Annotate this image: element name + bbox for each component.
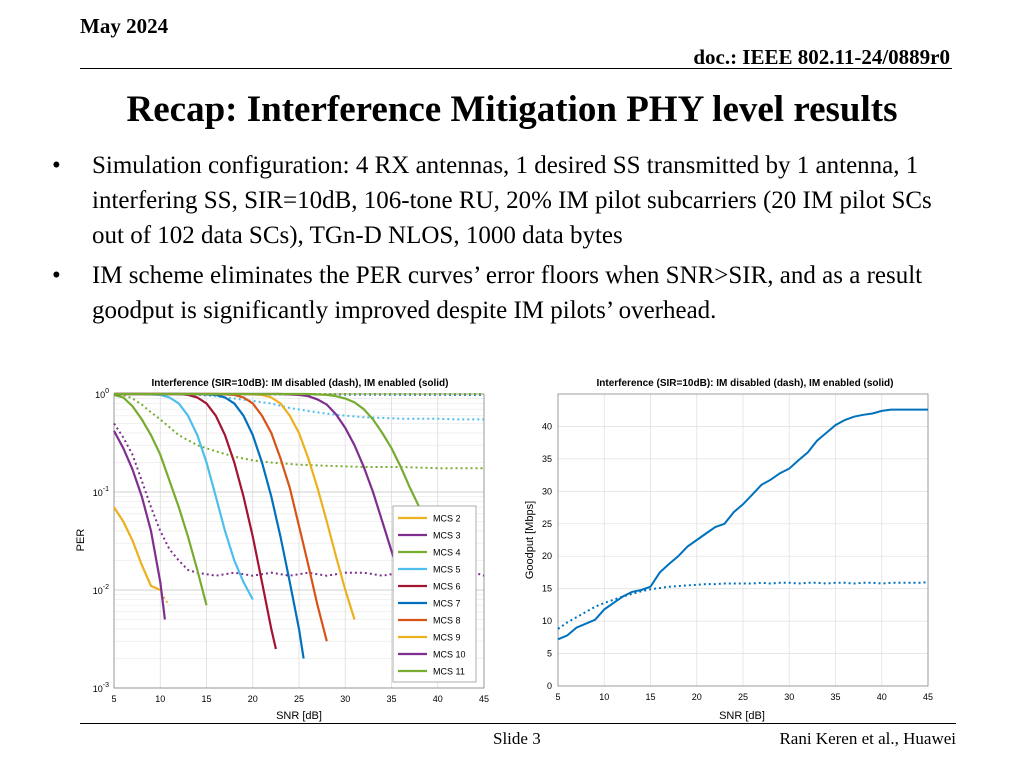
- bullet-dot-icon: •: [52, 152, 61, 179]
- legend-label: MCS 10: [433, 650, 466, 660]
- y-tick-exponent: -2: [103, 584, 109, 591]
- doc-label: doc.: IEEE 802.11-24/0889r0: [693, 45, 950, 69]
- x-tick-label: 10: [155, 694, 165, 704]
- y-tick-exponent: -1: [103, 486, 109, 493]
- series-line-dash: [113, 422, 485, 577]
- legend-label: MCS 5: [433, 565, 461, 575]
- x-tick-label: 45: [923, 692, 933, 702]
- legend-label: MCS 2: [433, 514, 461, 524]
- bullet-dot-icon: •: [52, 262, 61, 289]
- per-plot-area: 5 10 15 20 25 30 35 40 45 100 10-1 10-2 10-3 MCS 2 MCS…: [93, 388, 489, 704]
- y-tick-exponent: 0: [105, 388, 109, 395]
- x-axis-label: SNR [dB]: [719, 710, 765, 722]
- plot-frame: [557, 393, 929, 687]
- y-axis-label: Goodput [Mbps]: [524, 501, 536, 579]
- bullet-item: • IM scheme eliminates the PER curves’ er…: [52, 258, 952, 328]
- x-tick-label: 20: [692, 692, 702, 702]
- y-tick-label: 15: [542, 584, 552, 594]
- y-tick-label: 20: [542, 551, 552, 561]
- x-tick-label: 30: [784, 692, 794, 702]
- x-tick-label: 15: [645, 692, 655, 702]
- legend-label: MCS 3: [433, 531, 461, 541]
- x-tick-label: 25: [294, 694, 304, 704]
- y-tick-label: 100: [95, 388, 109, 400]
- x-tick-label: 35: [830, 692, 840, 702]
- slide-number: Slide 3: [493, 729, 541, 748]
- x-tick-label: 5: [555, 692, 560, 702]
- chart-title: Interference (SIR=10dB): IM disabled (da…: [597, 378, 894, 389]
- series-line-dash: [114, 393, 484, 421]
- x-axis-label: SNR [dB]: [276, 710, 322, 722]
- y-tick-exponent: -3: [103, 682, 109, 689]
- x-tick-label: 20: [248, 694, 258, 704]
- y-tick-label: 40: [542, 421, 552, 431]
- y-tick-label: 35: [542, 454, 552, 464]
- slide-title: Recap: Interference Mitigation PHY level…: [126, 89, 898, 130]
- bullet-text: Simulation configuration: 4 RX antennas,…: [92, 152, 932, 249]
- goodput-chart: Interference (SIR=10dB): IM disabled (da…: [524, 378, 933, 722]
- legend-label: MCS 6: [433, 582, 461, 592]
- legend-label: MCS 11: [433, 667, 465, 677]
- chart-title: Interference (SIR=10dB): IM disabled (da…: [152, 378, 449, 389]
- series-line-solid: [557, 408, 928, 641]
- per-chart: Interference (SIR=10dB): IM disabled (da…: [75, 378, 489, 722]
- legend-label: MCS 7: [433, 599, 461, 609]
- legend-label: MCS 4: [433, 548, 461, 558]
- y-tick-label: 10-2: [93, 584, 109, 596]
- x-tick-label: 5: [111, 694, 116, 704]
- x-tick-label: 40: [877, 692, 887, 702]
- header-rule: [80, 68, 952, 69]
- footer-rule: [80, 723, 956, 724]
- series-line-solid: [113, 393, 208, 606]
- x-tick-label: 35: [386, 694, 396, 704]
- y-tick-label: 10-1: [93, 486, 109, 498]
- x-tick-label: 10: [599, 692, 609, 702]
- x-tick-label: 25: [738, 692, 748, 702]
- bullet-item: • Simulation configuration: 4 RX antennas…: [52, 148, 952, 253]
- bullet-list: • Simulation configuration: 4 RX antennas…: [52, 148, 952, 333]
- bullet-text: IM scheme eliminates the PER curves’ err…: [92, 262, 923, 324]
- x-tick-label: 40: [433, 694, 443, 704]
- y-tick-label: 25: [542, 519, 552, 529]
- y-tick-label: 0: [547, 681, 552, 691]
- legend-label: MCS 8: [433, 616, 461, 626]
- series-line-solid: [113, 430, 166, 620]
- y-tick-label: 30: [542, 486, 552, 496]
- x-tick-label: 45: [479, 694, 489, 704]
- y-tick-label: 5: [547, 649, 552, 659]
- y-tick-label: 10-3: [93, 682, 109, 694]
- series-line-solid: [113, 506, 161, 592]
- date-label: May 2024: [80, 14, 169, 38]
- legend-label: MCS 9: [433, 633, 461, 643]
- y-tick-label: 10: [542, 616, 552, 626]
- author-label: Rani Keren et al., Huawei: [779, 729, 956, 748]
- series-line-solid: [114, 392, 402, 580]
- x-tick-label: 15: [201, 694, 211, 704]
- y-axis-label: PER: [75, 529, 87, 552]
- x-tick-label: 30: [340, 694, 350, 704]
